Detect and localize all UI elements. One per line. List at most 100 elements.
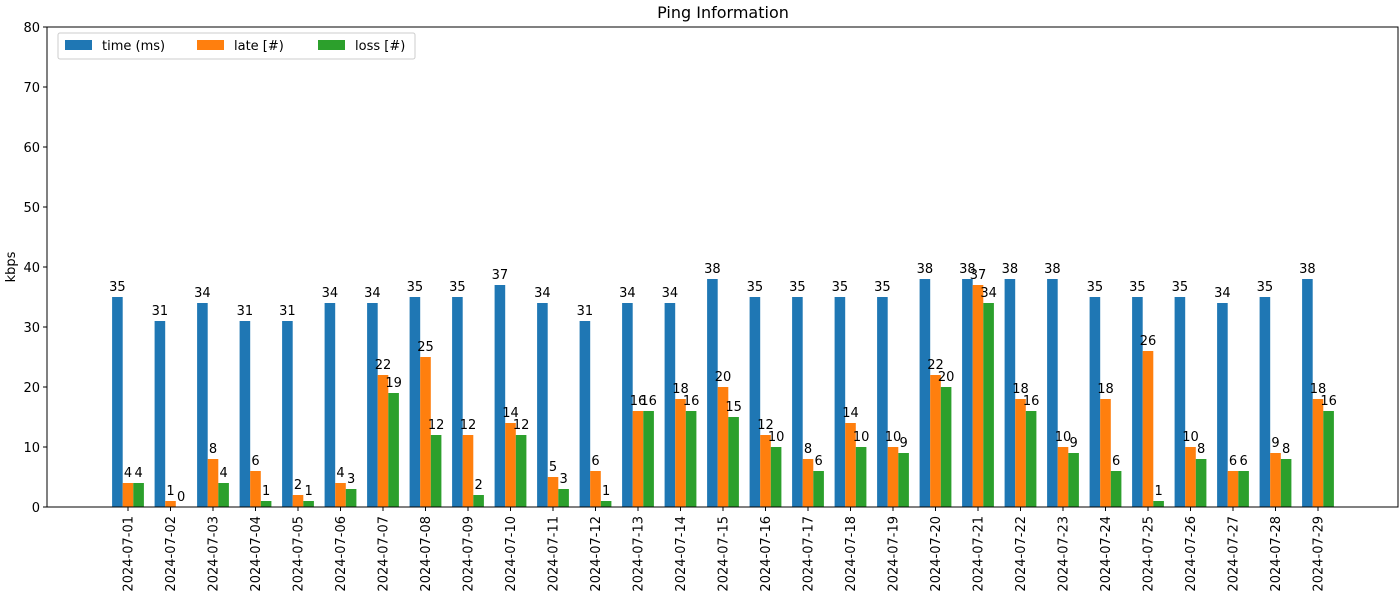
bar-late bbox=[1312, 399, 1324, 507]
bar-loss bbox=[1323, 411, 1334, 507]
x-tick-label: 2024-07-21 bbox=[972, 516, 987, 592]
data-label: 35 bbox=[789, 280, 806, 295]
bar-loss bbox=[388, 393, 399, 507]
y-tick-label: 10 bbox=[23, 441, 40, 456]
x-tick-label: 2024-07-13 bbox=[632, 516, 647, 592]
bar-time-ms bbox=[1217, 303, 1228, 507]
bar-late bbox=[292, 495, 304, 507]
bar-time-ms bbox=[197, 303, 208, 507]
chart-legend: time (ms) late [#) loss [#) bbox=[57, 32, 416, 60]
bar-time-ms bbox=[1089, 297, 1101, 507]
data-label: 10 bbox=[1182, 430, 1199, 445]
bar-late bbox=[250, 471, 261, 507]
x-tick-label: 2024-07-16 bbox=[759, 516, 774, 592]
data-label: 14 bbox=[842, 406, 859, 421]
bar-late bbox=[165, 501, 176, 507]
bar-loss bbox=[473, 495, 484, 507]
bar-late bbox=[802, 459, 814, 507]
data-label: 12 bbox=[757, 418, 774, 433]
y-tick-label: 50 bbox=[23, 201, 40, 216]
data-label: 12 bbox=[513, 418, 530, 433]
bar-loss bbox=[1110, 471, 1122, 507]
bar-time-ms bbox=[324, 303, 336, 507]
y-axis-label: kbps bbox=[4, 251, 19, 282]
bar-time-ms bbox=[452, 297, 463, 507]
legend-box bbox=[57, 32, 416, 60]
data-label: 35 bbox=[109, 280, 126, 295]
data-label: 20 bbox=[715, 370, 732, 385]
bar-time-ms bbox=[1132, 297, 1143, 507]
bar-loss bbox=[770, 447, 782, 507]
bar-late bbox=[547, 477, 559, 507]
x-tick-label: 2024-07-12 bbox=[589, 516, 604, 592]
x-tick-label: 2024-07-24 bbox=[1099, 516, 1114, 592]
data-label: 2 bbox=[474, 478, 482, 493]
bar-loss bbox=[940, 387, 952, 507]
data-label: 6 bbox=[1229, 454, 1237, 469]
data-label: 14 bbox=[502, 406, 519, 421]
data-label: 0 bbox=[177, 490, 185, 505]
data-label: 10 bbox=[853, 430, 870, 445]
bar-time-ms bbox=[367, 303, 378, 507]
data-label: 31 bbox=[152, 304, 169, 319]
data-label: 18 bbox=[1012, 382, 1029, 397]
bar-late bbox=[207, 459, 219, 507]
x-tick-label: 2024-07-05 bbox=[292, 516, 307, 592]
y-tick-label: 60 bbox=[23, 141, 40, 156]
bar-time-ms bbox=[749, 297, 761, 507]
data-label: 34 bbox=[980, 286, 997, 301]
data-label: 1 bbox=[262, 484, 270, 499]
data-label: 9 bbox=[1271, 436, 1279, 451]
bar-loss bbox=[1195, 459, 1207, 507]
data-label: 12 bbox=[460, 418, 477, 433]
x-tick-label: 2024-07-07 bbox=[377, 516, 392, 592]
bar-late bbox=[1270, 453, 1281, 507]
x-tick-label: 2024-07-02 bbox=[164, 516, 179, 592]
data-label: 35 bbox=[1257, 280, 1274, 295]
data-label: 16 bbox=[1023, 394, 1040, 409]
y-tick-label: 80 bbox=[23, 21, 40, 36]
x-tick-label: 2024-07-08 bbox=[419, 516, 434, 592]
data-label: 6 bbox=[1239, 454, 1247, 469]
y-tick-label: 30 bbox=[23, 321, 40, 336]
bar-time-ms bbox=[877, 297, 888, 507]
data-label: 3 bbox=[559, 472, 567, 487]
bar-late bbox=[1057, 447, 1069, 507]
x-tick-label: 2024-07-10 bbox=[504, 516, 519, 592]
data-label: 1 bbox=[1154, 484, 1162, 499]
data-label: 1 bbox=[166, 484, 174, 499]
data-label: 35 bbox=[407, 280, 424, 295]
bar-late bbox=[590, 471, 601, 507]
y-tick-label: 40 bbox=[23, 261, 40, 276]
data-label: 35 bbox=[449, 280, 466, 295]
data-label: 35 bbox=[747, 280, 764, 295]
data-label: 37 bbox=[970, 268, 987, 283]
data-label: 16 bbox=[683, 394, 700, 409]
data-label: 1 bbox=[304, 484, 312, 499]
data-label: 3 bbox=[347, 472, 355, 487]
data-label: 6 bbox=[1112, 454, 1120, 469]
bar-loss bbox=[855, 447, 867, 507]
data-label: 16 bbox=[640, 394, 657, 409]
bar-loss bbox=[1153, 501, 1164, 507]
data-label: 4 bbox=[219, 466, 227, 481]
x-tick-label: 2024-07-26 bbox=[1184, 516, 1199, 592]
bar-time-ms bbox=[1047, 279, 1058, 507]
bar-time-ms bbox=[834, 297, 846, 507]
bar-time-ms bbox=[112, 297, 123, 507]
bar-late bbox=[760, 435, 771, 507]
x-tick-label: 2024-07-04 bbox=[249, 516, 264, 592]
x-tick-label: 2024-07-01 bbox=[122, 516, 137, 592]
bar-loss bbox=[260, 501, 272, 507]
bar-late bbox=[1100, 399, 1111, 507]
data-label: 18 bbox=[672, 382, 689, 397]
data-label: 10 bbox=[1055, 430, 1072, 445]
bar-late bbox=[420, 357, 431, 507]
data-label: 8 bbox=[1282, 442, 1290, 457]
data-label: 35 bbox=[1129, 280, 1146, 295]
data-label: 2 bbox=[294, 478, 302, 493]
bar-loss bbox=[813, 471, 824, 507]
